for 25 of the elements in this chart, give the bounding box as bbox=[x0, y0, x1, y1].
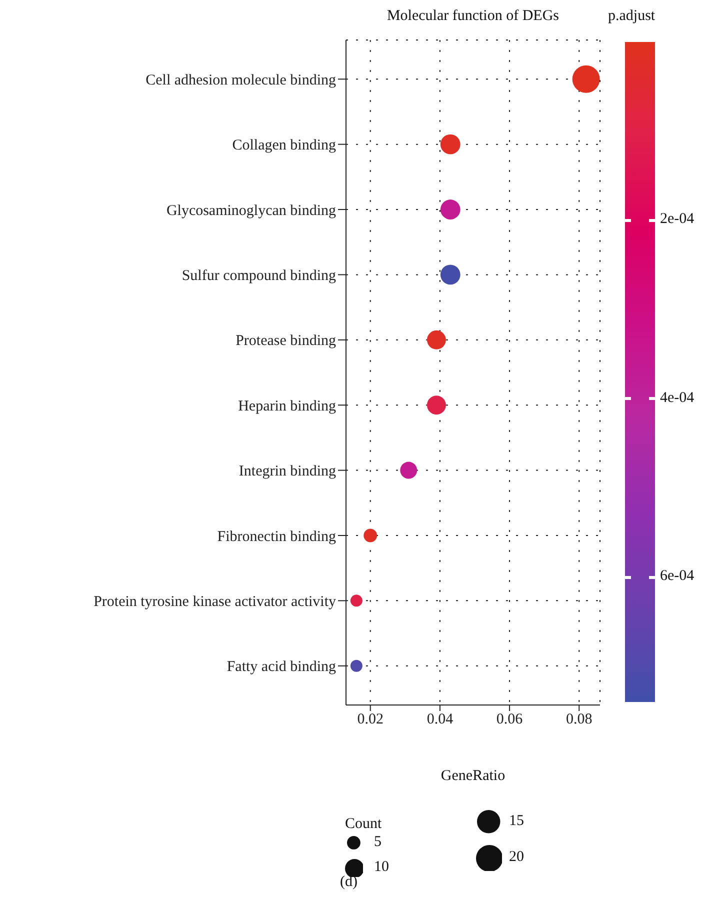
y-tick-label: Protein tyrosine kinase activator activity bbox=[94, 594, 336, 610]
color-bar-title: p.adjust bbox=[608, 8, 656, 25]
y-tick-label: Integrin binding bbox=[238, 464, 336, 480]
y-tick-label: Heparin binding bbox=[238, 398, 336, 414]
x-tick-label: 0.04 bbox=[426, 712, 454, 728]
x-tick-label: 0.08 bbox=[566, 712, 592, 728]
y-tick-label: Sulfur compound binding bbox=[182, 268, 336, 284]
y-tick-label: Fatty acid binding bbox=[226, 659, 336, 676]
legend-label: 15 bbox=[509, 813, 524, 830]
x-tick-label: 0.06 bbox=[496, 712, 524, 728]
color-bar-label: 2e-04 bbox=[660, 211, 694, 228]
y-tick-label: Cell adhesion molecule binding bbox=[146, 72, 336, 88]
chart-title: Molecular function of DEGs bbox=[386, 8, 560, 25]
color-bar-label: 4e-04 bbox=[660, 390, 694, 407]
legend-title: Count bbox=[345, 816, 382, 833]
color-bar-label: 6e-04 bbox=[660, 568, 694, 586]
legend-label: 20 bbox=[509, 849, 524, 866]
y-tick-label: Protease binding bbox=[236, 333, 336, 350]
y-tick-label: Glycosaminoglycan binding bbox=[166, 202, 336, 219]
x-tick-label: 0.02 bbox=[357, 712, 384, 728]
y-tick-label: Fibronectin binding bbox=[217, 528, 336, 545]
legend-label: 5 bbox=[374, 834, 382, 851]
legend-label: 10 bbox=[374, 859, 389, 876]
y-tick-label: Collagen binding bbox=[232, 138, 336, 154]
x-axis-title: GeneRatio bbox=[440, 768, 506, 785]
